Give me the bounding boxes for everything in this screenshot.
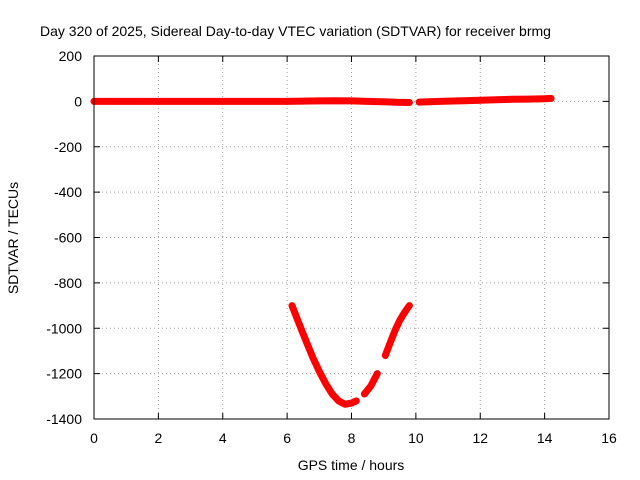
y-tick-label: 0: [74, 93, 82, 109]
plot-frame: [93, 55, 610, 420]
y-tick-label: -1000: [46, 320, 82, 336]
x-tick-label: 2: [154, 430, 162, 446]
chart-title: Day 320 of 2025, Sidereal Day-to-day VTE…: [40, 23, 551, 39]
y-tick-label: -400: [54, 184, 82, 200]
x-tick-label: 14: [537, 430, 553, 446]
x-tick-label: 10: [408, 430, 424, 446]
x-tick-labels: 0 2 4 6 8 10 12 14 16: [90, 430, 617, 446]
grid-lines: [94, 56, 609, 419]
y-tick-labels: 200 0 -200 -400 -600 -800 -1000 -1200 -1400: [46, 48, 82, 427]
y-tick-label: -600: [54, 230, 82, 246]
y-tick-label: 200: [59, 48, 83, 64]
y-tick-label: -800: [54, 275, 82, 291]
y-tick-label: -1200: [46, 366, 82, 382]
y-axis-label: SDTVAR / TECUs: [5, 182, 21, 294]
x-tick-label: 16: [601, 430, 617, 446]
data-series-line: [90, 97, 413, 106]
data-series-line: [381, 302, 413, 359]
data-series-line: [288, 302, 360, 408]
x-tick-label: 6: [283, 430, 291, 446]
y-tick-label: -1400: [46, 411, 82, 427]
x-tick-label: 8: [348, 430, 356, 446]
data-series-line: [360, 370, 381, 398]
data-series-line: [415, 94, 555, 106]
plot-area: [90, 94, 555, 408]
x-tick-label: 0: [90, 430, 98, 446]
x-axis-label: GPS time / hours: [298, 457, 405, 473]
x-tick-label: 12: [472, 430, 488, 446]
y-tick-label: -200: [54, 139, 82, 155]
x-tick-label: 4: [219, 430, 227, 446]
